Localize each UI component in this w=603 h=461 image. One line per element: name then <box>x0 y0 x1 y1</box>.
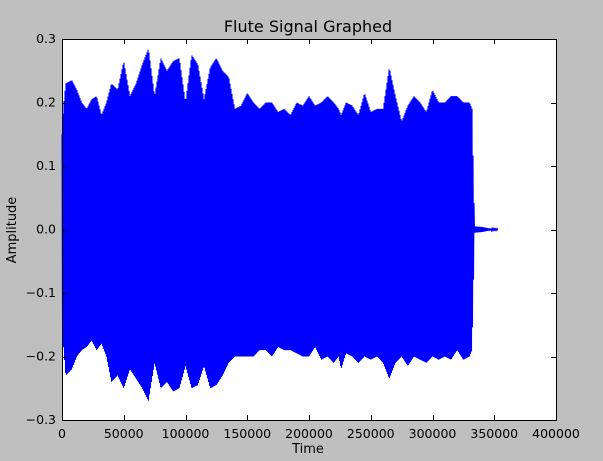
x-tick-label: 50000 <box>104 426 144 441</box>
x-axis-label: Time <box>291 442 324 457</box>
x-tick-label: 350000 <box>470 426 518 441</box>
x-tick-label: 250000 <box>347 426 395 441</box>
ticks-layer: 0 50000 100000 150000 200000 250000 300000 3500… <box>26 31 580 441</box>
y-tick-label: −0.3 <box>26 412 56 427</box>
y-axis-label: Amplitude <box>5 197 20 264</box>
signal-layer <box>61 49 499 401</box>
x-tick-label: 300000 <box>409 426 457 441</box>
y-tick-label: −0.1 <box>26 285 56 300</box>
y-tick-label: 0.0 <box>36 222 56 237</box>
y-tick-label: 0.3 <box>36 31 56 46</box>
x-tick-label: 200000 <box>285 426 333 441</box>
y-tick-label: 0.2 <box>36 95 56 110</box>
y-tick-label: 0.1 <box>36 158 56 173</box>
chart-title: Flute Signal Graphed <box>224 17 392 36</box>
y-tick-label: −0.2 <box>26 349 56 364</box>
x-tick-label: 150000 <box>223 426 271 441</box>
x-tick-label: 400000 <box>532 426 580 441</box>
x-tick-label: 100000 <box>162 426 210 441</box>
x-tick-label: 0 <box>58 426 66 441</box>
signal-line-0 <box>61 49 499 401</box>
